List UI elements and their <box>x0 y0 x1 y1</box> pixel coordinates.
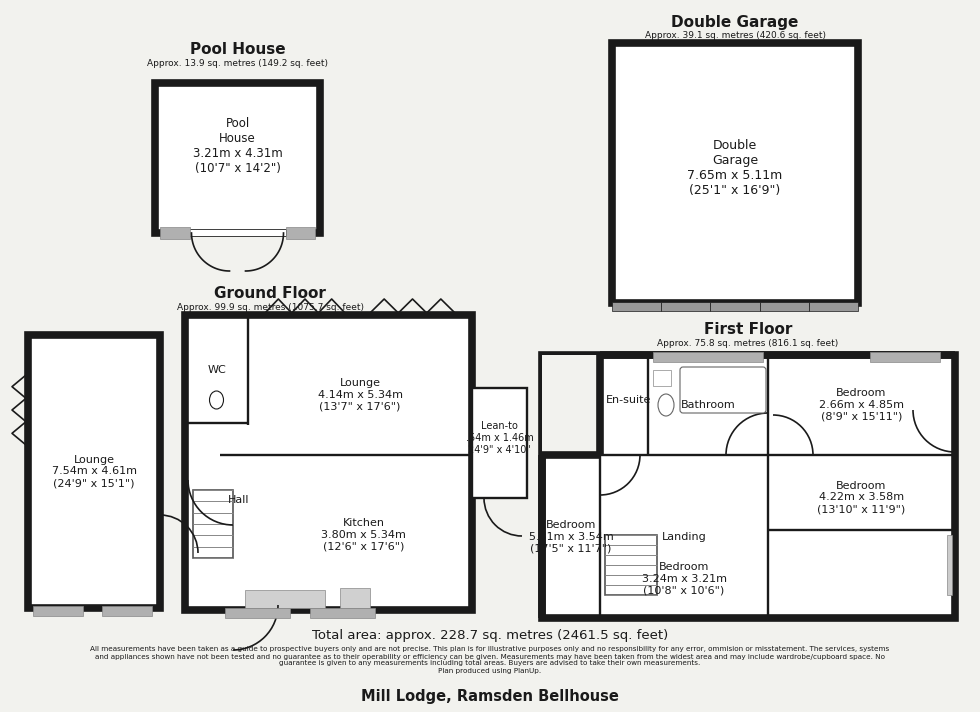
Text: Approx. 99.9 sq. metres (1075.7 sq. feet): Approx. 99.9 sq. metres (1075.7 sq. feet… <box>176 303 364 312</box>
Text: Bedroom
5.31m x 3.54m
(17'5" x 11'7"): Bedroom 5.31m x 3.54m (17'5" x 11'7") <box>528 520 613 553</box>
Text: WC: WC <box>207 365 225 375</box>
Bar <box>285 227 315 239</box>
Bar <box>612 43 858 303</box>
Bar <box>155 83 320 233</box>
Bar <box>310 608 375 618</box>
Text: Kitchen
3.80m x 5.34m
(12'6" x 17'6"): Kitchen 3.80m x 5.34m (12'6" x 17'6") <box>321 518 406 552</box>
Bar <box>542 355 955 618</box>
Text: Bedroom
2.66m x 4.85m
(8'9" x 15'11"): Bedroom 2.66m x 4.85m (8'9" x 15'11") <box>819 389 904 422</box>
Bar <box>472 388 527 498</box>
Bar <box>225 608 290 618</box>
Text: Bathroom: Bathroom <box>681 400 735 410</box>
Text: Mill Lodge, Ramsden Bellhouse: Mill Lodge, Ramsden Bellhouse <box>361 689 619 703</box>
Ellipse shape <box>658 394 674 416</box>
Text: First Floor: First Floor <box>704 323 792 337</box>
Ellipse shape <box>210 391 223 409</box>
Text: Total area: approx. 228.7 sq. metres (2461.5 sq. feet): Total area: approx. 228.7 sq. metres (24… <box>312 629 668 642</box>
Text: Landing: Landing <box>662 531 707 542</box>
Bar <box>653 370 671 386</box>
Bar <box>185 315 472 610</box>
Text: Lounge
4.14m x 5.34m
(13'7" x 17'6"): Lounge 4.14m x 5.34m (13'7" x 17'6") <box>318 378 403 412</box>
Text: Approx. 13.9 sq. metres (149.2 sq. feet): Approx. 13.9 sq. metres (149.2 sq. feet) <box>147 60 328 68</box>
Bar <box>808 302 858 311</box>
Bar <box>28 335 160 608</box>
Text: All measurements have been taken as a guide to prospective buyers only and are n: All measurements have been taken as a gu… <box>90 646 890 674</box>
Bar <box>189 230 285 236</box>
Bar <box>870 352 940 362</box>
Bar <box>542 355 600 455</box>
Text: Lounge
7.54m x 4.61m
(24'9" x 15'1"): Lounge 7.54m x 4.61m (24'9" x 15'1") <box>52 455 136 488</box>
Text: Ground Floor: Ground Floor <box>214 286 326 300</box>
Bar <box>653 352 763 362</box>
Bar <box>710 302 760 311</box>
Text: En-suite: En-suite <box>607 395 652 405</box>
Bar <box>245 590 325 608</box>
Text: Double
Garage
7.65m x 5.11m
(25'1" x 16'9"): Double Garage 7.65m x 5.11m (25'1" x 16'… <box>687 139 783 197</box>
Bar <box>662 302 710 311</box>
Bar <box>947 535 952 595</box>
Text: Bedroom
3.24m x 3.21m
(10'8" x 10'6"): Bedroom 3.24m x 3.21m (10'8" x 10'6") <box>642 562 726 596</box>
Text: Pool House: Pool House <box>190 43 285 58</box>
Bar <box>760 302 808 311</box>
Text: Double Garage: Double Garage <box>671 14 799 29</box>
Text: Lean-to
.54m x 1.46m
24'9" x 4'10": Lean-to .54m x 1.46m 24'9" x 4'10" <box>466 422 533 454</box>
Text: Hall: Hall <box>228 495 250 505</box>
FancyBboxPatch shape <box>680 367 766 413</box>
Text: Approx. 39.1 sq. metres (420.6 sq. feet): Approx. 39.1 sq. metres (420.6 sq. feet) <box>645 31 825 41</box>
Bar <box>612 302 662 311</box>
Bar <box>160 227 189 239</box>
Text: Pool
House
3.21m x 4.31m
(10'7" x 14'2"): Pool House 3.21m x 4.31m (10'7" x 14'2") <box>193 117 282 175</box>
Bar <box>33 606 83 616</box>
Bar <box>102 606 152 616</box>
Text: Approx. 75.8 sq. metres (816.1 sq. feet): Approx. 75.8 sq. metres (816.1 sq. feet) <box>658 340 839 348</box>
Bar <box>340 588 370 608</box>
Bar <box>193 490 233 558</box>
Bar <box>605 535 657 595</box>
Text: Bedroom
4.22m x 3.58m
(13'10" x 11'9"): Bedroom 4.22m x 3.58m (13'10" x 11'9") <box>817 481 906 514</box>
